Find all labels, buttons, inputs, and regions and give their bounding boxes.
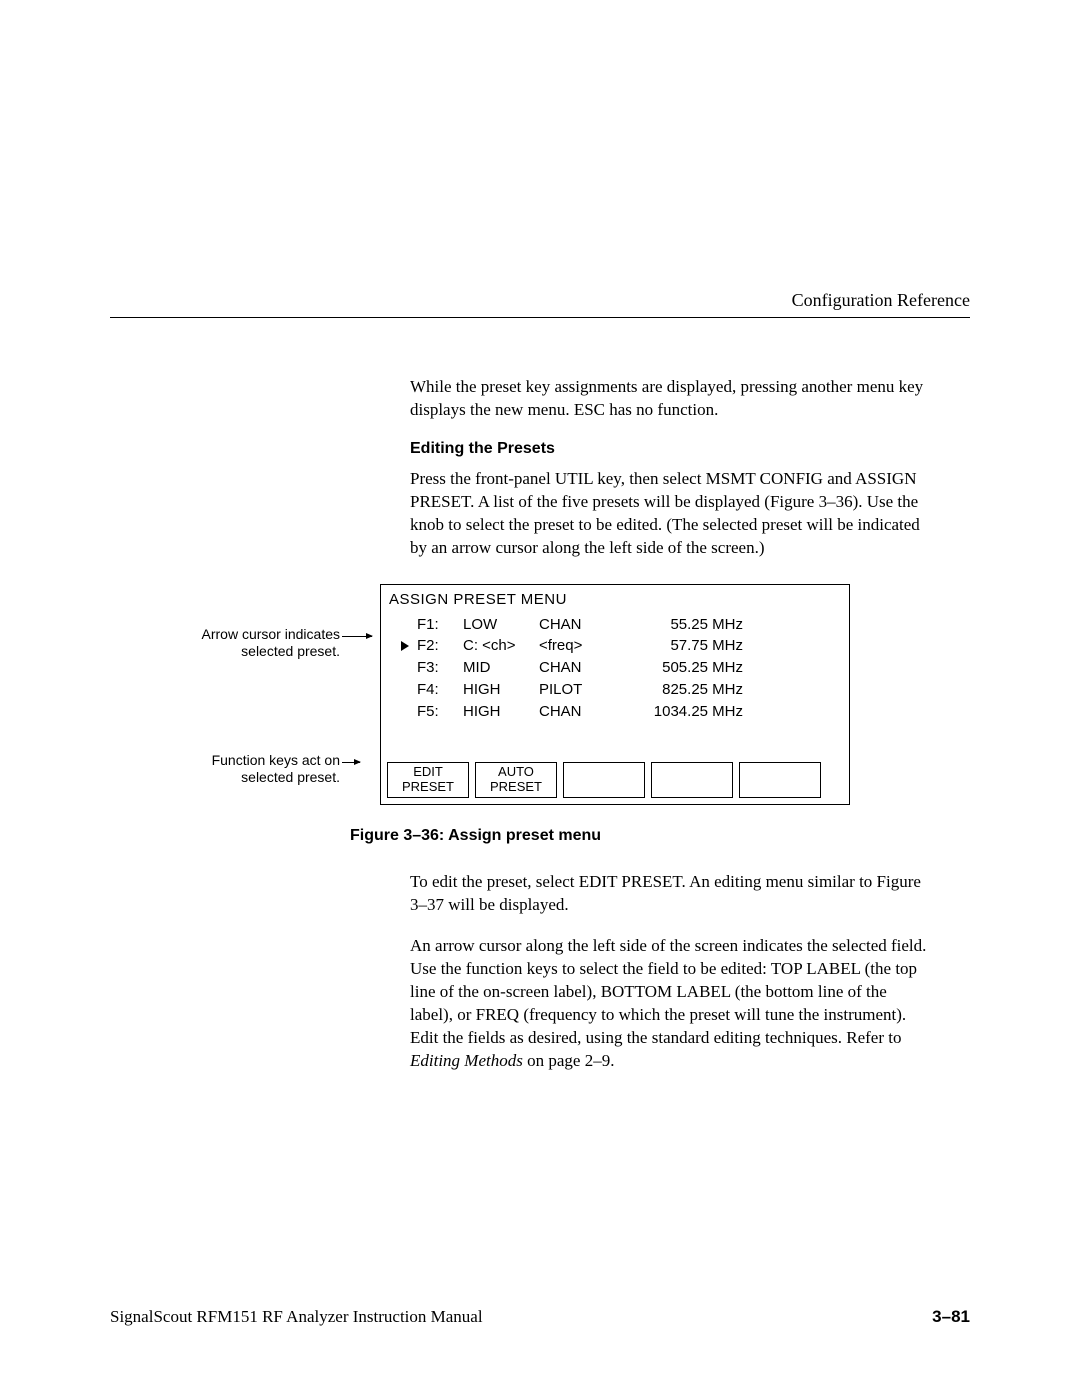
row-label-b: CHAN <box>539 657 619 679</box>
footer-page-number: 3–81 <box>932 1307 970 1327</box>
body-column: While the preset key assignments are dis… <box>410 376 930 560</box>
callout-text: Function keys act on <box>212 752 340 768</box>
row-label-a: LOW <box>463 614 539 636</box>
text-italic: Editing Methods <box>410 1051 523 1070</box>
softkey-label: PRESET <box>490 780 542 795</box>
menu-row: F1: LOW CHAN 55.25 MHz <box>401 614 841 636</box>
callout-leader-line <box>342 762 360 763</box>
menu-rows: F1: LOW CHAN 55.25 MHz F2: C: <ch> <freq… <box>381 610 849 763</box>
softkey-empty[interactable] <box>563 762 645 798</box>
arrow-cursor-icon <box>401 641 409 651</box>
callout-text: selected preset. <box>190 769 340 787</box>
paragraph-edit-preset: To edit the preset, select EDIT PRESET. … <box>410 871 930 917</box>
menu-row: F3: MID CHAN 505.25 MHz <box>401 657 841 679</box>
text: An arrow cursor along the left side of t… <box>410 936 926 1047</box>
callout-text: selected preset. <box>190 643 340 661</box>
row-label-a: C: <ch> <box>463 635 539 657</box>
callout-leader-line <box>342 636 372 637</box>
editing-paragraph: Press the front-panel UTIL key, then sel… <box>410 468 930 560</box>
page-footer: SignalScout RFM151 RF Analyzer Instructi… <box>110 1307 970 1327</box>
footer-manual-title: SignalScout RFM151 RF Analyzer Instructi… <box>110 1307 483 1327</box>
header-rule <box>110 317 970 318</box>
row-fkey: F3: <box>417 657 463 679</box>
softkey-row: EDIT PRESET AUTO PRESET <box>381 762 849 804</box>
row-label-a: MID <box>463 657 539 679</box>
softkey-label: EDIT <box>413 765 443 780</box>
text: on page 2–9. <box>523 1051 615 1070</box>
menu-row: F5: HIGH CHAN 1034.25 MHz <box>401 701 841 723</box>
body-column: To edit the preset, select EDIT PRESET. … <box>410 871 930 1073</box>
row-label-b: CHAN <box>539 614 619 636</box>
figure-3-36: Arrow cursor indicates selected preset. … <box>350 584 970 806</box>
callout-arrow-cursor: Arrow cursor indicates selected preset. <box>190 626 340 661</box>
softkey-edit-preset[interactable]: EDIT PRESET <box>387 762 469 798</box>
menu-row: F4: HIGH PILOT 825.25 MHz <box>401 679 841 701</box>
softkey-label: AUTO <box>498 765 534 780</box>
callout-text: Arrow cursor indicates <box>202 626 341 642</box>
subheading-editing-presets: Editing the Presets <box>410 440 930 458</box>
row-label-b: CHAN <box>539 701 619 723</box>
row-cursor-selected <box>401 635 417 657</box>
row-fkey: F5: <box>417 701 463 723</box>
callout-function-keys: Function keys act on selected preset. <box>190 752 340 787</box>
row-label-b: <freq> <box>539 635 619 657</box>
figure-caption: Figure 3–36: Assign preset menu <box>350 827 970 845</box>
row-freq: 57.75 MHz <box>619 635 749 657</box>
assign-preset-menu-box: ASSIGN PRESET MENU F1: LOW CHAN 55.25 MH… <box>380 584 850 806</box>
softkey-empty[interactable] <box>739 762 821 798</box>
row-fkey: F2: <box>417 635 463 657</box>
softkey-label: PRESET <box>402 780 454 795</box>
row-freq: 1034.25 MHz <box>619 701 749 723</box>
page: Configuration Reference While the preset… <box>0 0 1080 1397</box>
row-freq: 505.25 MHz <box>619 657 749 679</box>
row-label-a: HIGH <box>463 679 539 701</box>
intro-paragraph: While the preset key assignments are dis… <box>410 376 930 422</box>
menu-title: ASSIGN PRESET MENU <box>381 585 849 610</box>
row-label-a: HIGH <box>463 701 539 723</box>
row-fkey: F1: <box>417 614 463 636</box>
softkey-empty[interactable] <box>651 762 733 798</box>
row-freq: 825.25 MHz <box>619 679 749 701</box>
row-fkey: F4: <box>417 679 463 701</box>
running-header: Configuration Reference <box>110 290 970 311</box>
menu-row: F2: C: <ch> <freq> 57.75 MHz <box>401 635 841 657</box>
paragraph-arrow-cursor-fields: An arrow cursor along the left side of t… <box>410 935 930 1073</box>
row-label-b: PILOT <box>539 679 619 701</box>
softkey-auto-preset[interactable]: AUTO PRESET <box>475 762 557 798</box>
row-freq: 55.25 MHz <box>619 614 749 636</box>
